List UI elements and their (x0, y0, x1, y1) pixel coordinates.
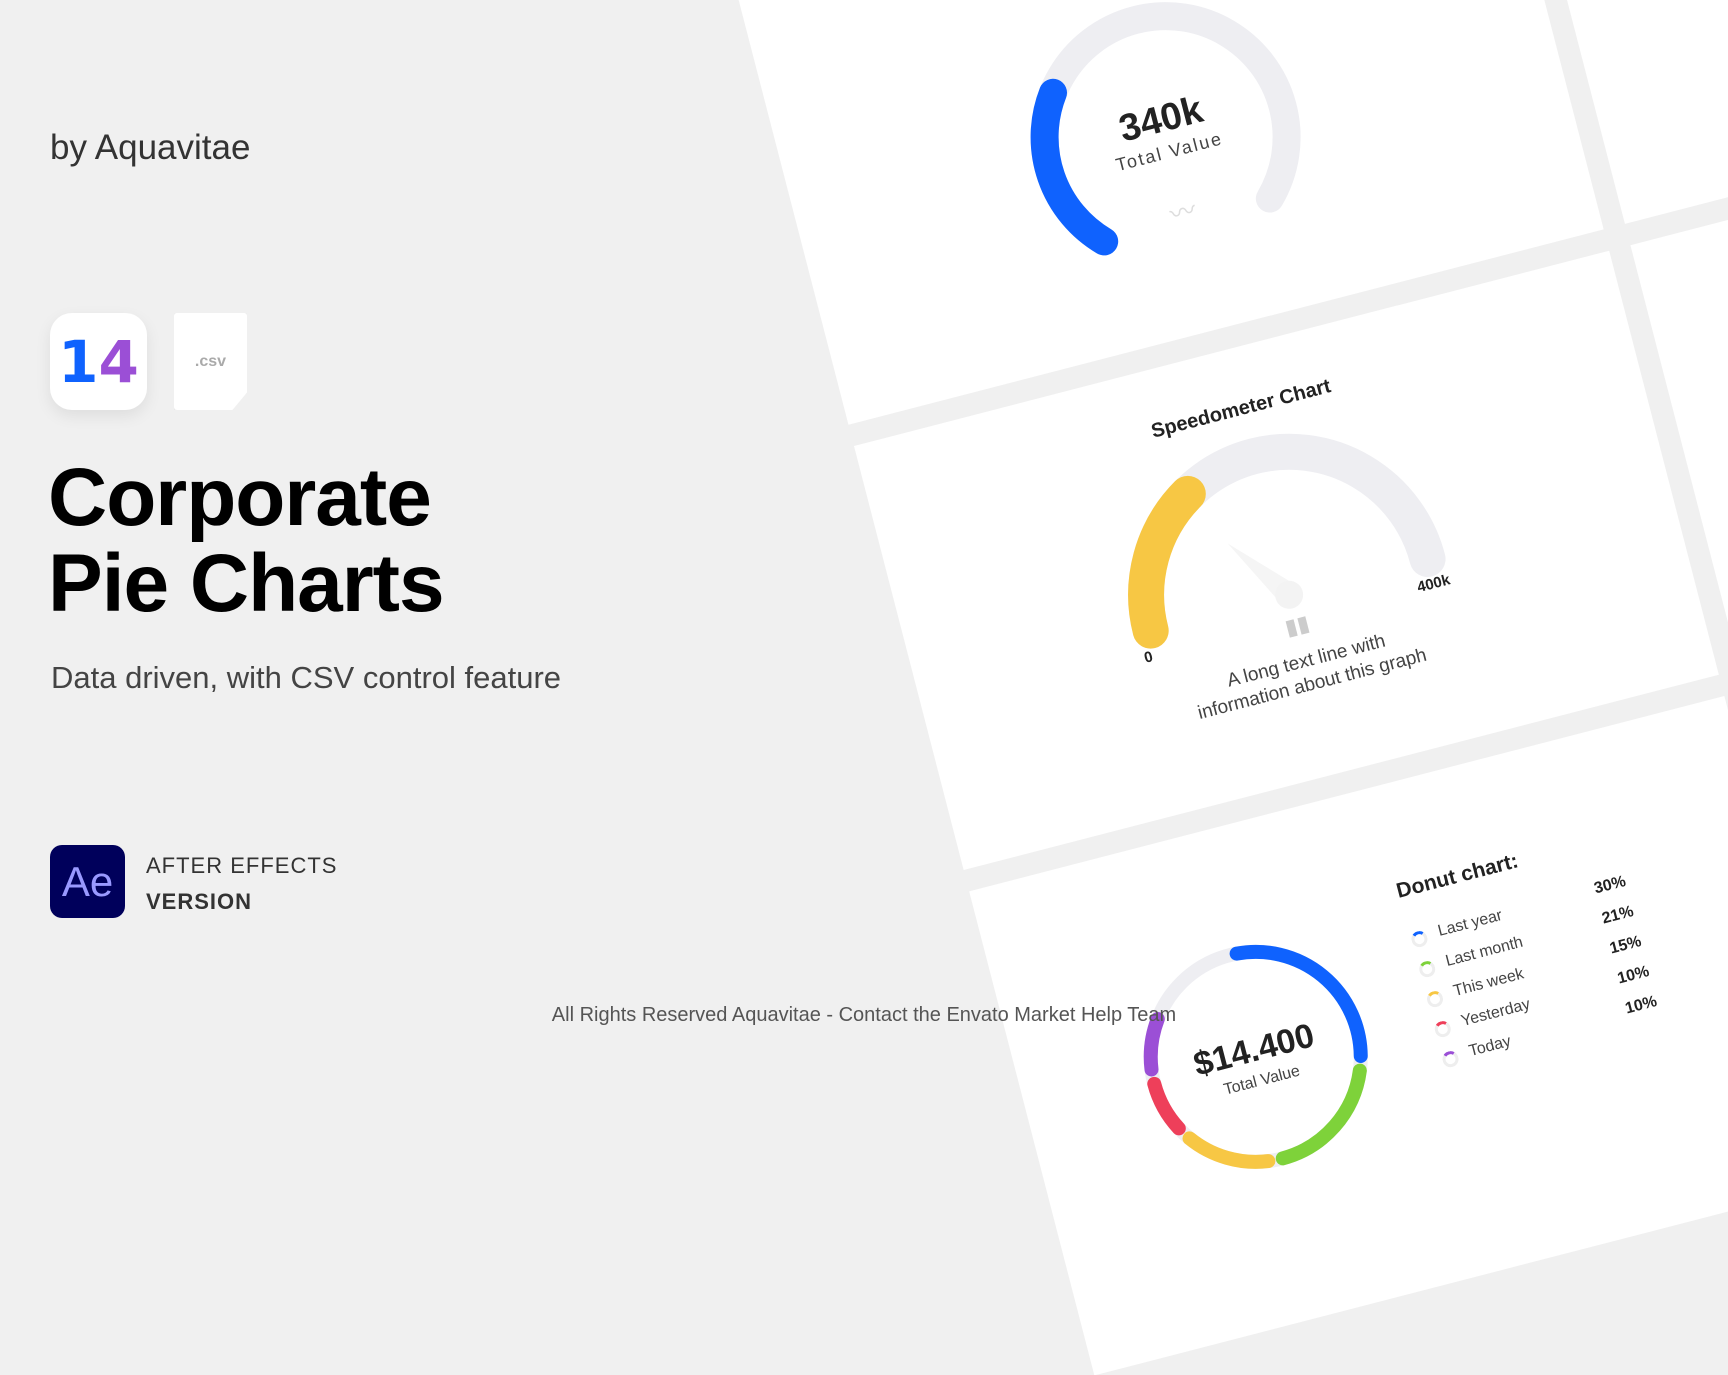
donut-segment (1143, 1012, 1165, 1077)
speedometer-fill (1128, 475, 1206, 649)
count-digit-4: 4 (98, 327, 139, 396)
footer-copyright: All Rights Reserved Aquavitae - Contact … (551, 1004, 1177, 1026)
donut-segment (1229, 944, 1368, 1063)
subtitle: Data driven, with CSV control feature (51, 660, 562, 695)
speedometer-card: Speedometer Chart 0 400k ▮▮ A long text … (854, 250, 1719, 871)
title-line-1: Corporate (48, 452, 432, 543)
after-effects-logo: Ae (50, 845, 125, 918)
page-title: Corporate Pie Charts (48, 452, 445, 629)
author: by Aquavitae (50, 128, 251, 167)
title-line-2: Pie Charts (48, 538, 445, 629)
app-name: AFTER EFFECTS (146, 853, 338, 878)
count-digit-1: 1 (58, 327, 99, 396)
total-gauge (1030, 2, 1301, 256)
legend-ring-icon (1440, 1049, 1461, 1069)
needle-hub (1275, 580, 1304, 609)
donut-segment (1182, 1131, 1276, 1169)
speedometer-gauge (1128, 433, 1446, 649)
csv-file-icon: .csv (174, 313, 247, 410)
gauge-fill (1030, 78, 1119, 256)
app-version-label: VERSION (146, 889, 253, 914)
total-value-card: 340k Total Value 〰 (678, 0, 1604, 425)
legend-ring-icon (1417, 959, 1437, 979)
legend-ring-icon (1409, 929, 1430, 949)
